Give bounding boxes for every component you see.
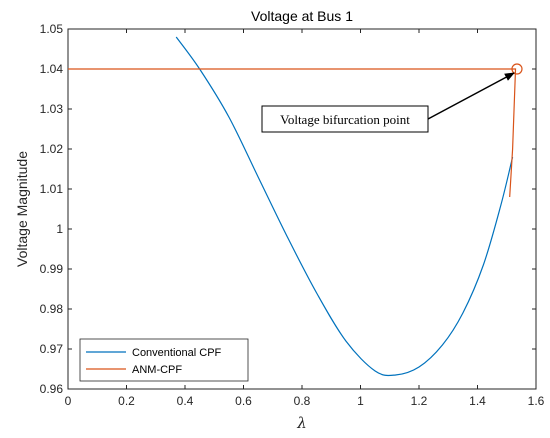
x-tick-label: 1.2 [411,394,428,408]
x-tick-label: 0.6 [235,394,252,408]
y-tick-label: 0.97 [40,342,64,356]
y-tick-label: 1.03 [40,102,64,116]
x-tick-label: 1.4 [469,394,486,408]
x-axis-label: λ [296,414,307,432]
y-axis-label: Voltage Magnitude [14,151,30,267]
x-axis: 0 0.2 0.4 0.6 0.8 1 1.2 1.4 1.6 [65,29,545,408]
legend-entry: Conventional CPF [132,347,222,359]
plot-area [67,28,537,390]
legend-entry: ANM-CPF [132,364,182,376]
x-tick-label: 0.4 [177,394,194,408]
y-tick-label: 0.98 [40,302,64,316]
x-tick-label: 1.6 [528,394,545,408]
legend-box [79,338,249,382]
x-tick-label: 0.2 [118,394,135,408]
legend: Conventional CPF ANM-CPF [79,338,249,382]
y-tick-label: 1.02 [40,142,64,156]
annotation: Voltage bifurcation point [261,63,523,133]
y-axis: 0.96 0.97 0.98 0.99 1 1.01 1.02 1.03 1.04 1.05 [40,22,536,396]
y-tick-label: 1 [56,222,63,236]
y-tick-label: 0.99 [40,262,64,276]
y-tick-label: 0.96 [40,382,64,396]
x-tick-label: 0.8 [294,394,311,408]
y-tick-label: 1.01 [40,182,64,196]
y-tick-label: 1.04 [40,62,64,76]
y-tick-label: 1.05 [40,22,64,36]
x-tick-label: 1 [357,394,364,408]
x-tick-label: 0 [65,394,72,408]
annotation-arrow [427,72,515,120]
annotation-label: Voltage bifurcation point [280,112,410,127]
series-line-conventional-cpf [175,36,514,377]
series-lines [68,36,517,377]
series-line-anm-cpf [68,68,517,198]
chart-title: Voltage at Bus 1 [251,8,353,24]
bifurcation-marker [511,63,523,75]
